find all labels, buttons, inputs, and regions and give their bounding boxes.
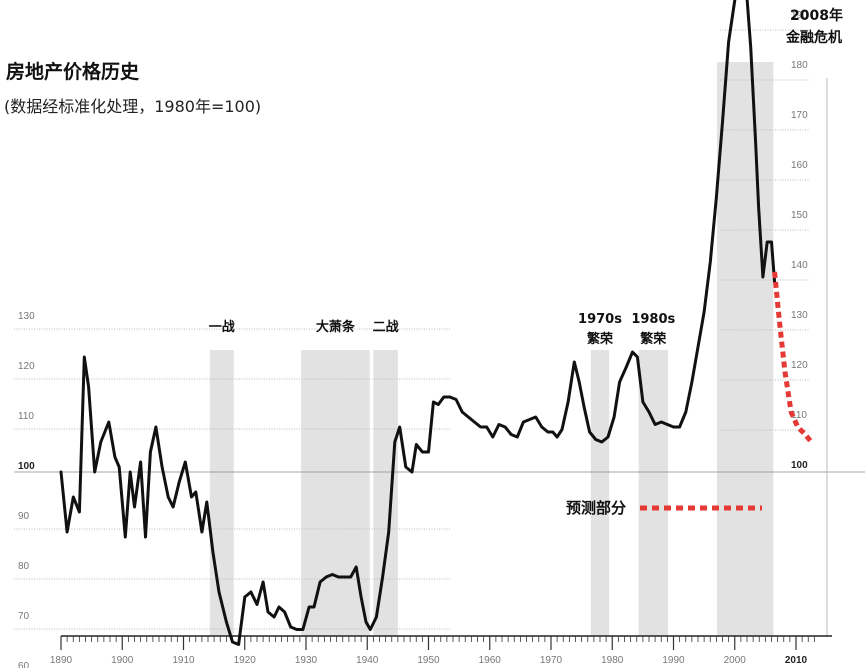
- period-label-0: 一战: [209, 319, 235, 335]
- y-tick-left-60: 60: [18, 661, 30, 668]
- crisis-annotation-line2: 金融危机: [785, 29, 842, 46]
- crisis-annotation-line1: 2008年: [790, 7, 843, 24]
- y-tick-right-170: 170: [791, 110, 808, 121]
- y-tick-left-70: 70: [18, 611, 30, 622]
- x-tick-label-1950: 1950: [417, 655, 440, 666]
- y-tick-left-110: 110: [18, 411, 34, 422]
- period-label-1: 大萧条: [316, 319, 356, 335]
- period-label-2: 二战: [373, 319, 399, 335]
- x-tick-label-2010: 2010: [785, 655, 808, 666]
- tick-guides: 60 70 80 90 100 110 120 130 100 110 120 130 140 150 16…: [14, 10, 865, 668]
- y-tick-left-90: 90: [18, 511, 30, 522]
- forecast-line: [772, 271, 814, 444]
- y-tick-right-190: 190: [791, 10, 808, 21]
- y-tick-right-180: 180: [791, 60, 808, 71]
- x-tick-label-2000: 2000: [724, 655, 747, 666]
- period-band-2: [373, 350, 398, 636]
- x-tick-label-1940: 1940: [356, 655, 379, 666]
- period-bands: [209, 62, 774, 636]
- y-tick-right-110: 110: [791, 410, 807, 421]
- x-tick-label-1960: 1960: [479, 655, 502, 666]
- x-tick-label-1990: 1990: [662, 655, 685, 666]
- chart-labels: 一战 大萧条 二战 1970s 繁荣 1980s 繁荣: [209, 312, 676, 347]
- y-tick-left-100: 100: [18, 461, 35, 472]
- y-tick-right-100: 100: [791, 460, 808, 471]
- y-tick-left-80: 80: [18, 561, 30, 572]
- forecast-legend-label: 预测部分: [566, 499, 626, 517]
- y-tick-right-150: 150: [791, 210, 808, 221]
- x-axis: 1890 1900 1910 1920 1930 1940 1950 1960 1970 1980…: [50, 635, 832, 666]
- period-label-3-line1: 繁荣: [587, 331, 614, 347]
- y-tick-right-140: 140: [791, 260, 808, 271]
- period-band-5: [716, 62, 774, 636]
- y-tick-right-130: 130: [791, 310, 808, 321]
- period-band-3: [590, 350, 610, 636]
- y-tick-left-130: 130: [18, 311, 35, 322]
- y-tick-left-120: 120: [18, 361, 35, 372]
- y-tick-right-120: 120: [791, 360, 808, 371]
- period-label-4-line0: 1980s: [631, 312, 675, 327]
- period-label-3-line0: 1970s: [578, 312, 622, 327]
- price-index-line: [59, 0, 777, 646]
- period-label-4-line1: 繁荣: [640, 331, 667, 347]
- chart-subtitle: (数据经标准化处理，1980年=100): [4, 97, 261, 116]
- x-tick-label-1910: 1910: [172, 655, 195, 666]
- x-tick-label-1970: 1970: [540, 655, 563, 666]
- chart-title: 房地产价格历史: [6, 60, 140, 83]
- series-lines: [59, 0, 814, 646]
- period-band-0: [209, 350, 234, 636]
- x-tick-label-1900: 1900: [111, 655, 134, 666]
- x-tick-label-1890: 1890: [50, 655, 73, 666]
- y-tick-right-160: 160: [791, 160, 808, 171]
- x-tick-label-1920: 1920: [234, 655, 257, 666]
- x-tick-label-1980: 1980: [601, 655, 624, 666]
- x-tick-label-1930: 1930: [295, 655, 318, 666]
